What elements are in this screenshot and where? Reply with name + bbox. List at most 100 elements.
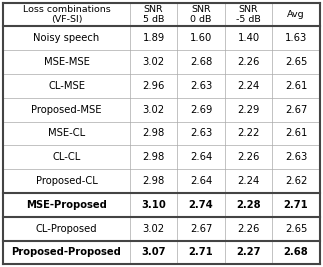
Bar [177,98,225,121]
Bar [130,193,177,217]
Text: 2.71: 2.71 [284,200,308,210]
Text: SNR
-5 dB: SNR -5 dB [236,5,261,24]
Text: 2.26: 2.26 [237,57,260,67]
Text: 2.63: 2.63 [190,128,212,139]
Bar [3,193,130,217]
Text: Proposed-Proposed: Proposed-Proposed [12,248,121,257]
Bar [130,146,177,169]
Text: 3.02: 3.02 [142,224,165,234]
Bar [272,241,320,264]
Bar [3,146,130,169]
Bar [3,74,130,98]
Text: 2.64: 2.64 [190,152,212,162]
Text: 2.64: 2.64 [190,176,212,186]
Text: 3.10: 3.10 [141,200,166,210]
Bar [177,169,225,193]
Bar [130,3,177,26]
Bar [225,146,272,169]
Bar [225,98,272,121]
Bar [272,26,320,50]
Bar [225,217,272,241]
Bar [3,121,130,146]
Bar [272,50,320,74]
Text: Avg: Avg [287,10,305,19]
Bar [130,50,177,74]
Bar [130,217,177,241]
Bar [130,121,177,146]
Bar [177,74,225,98]
Text: 2.24: 2.24 [237,176,260,186]
Text: 1.60: 1.60 [190,33,212,43]
Text: MSE-Proposed: MSE-Proposed [26,200,107,210]
Bar [130,26,177,50]
Bar [225,241,272,264]
Text: 2.28: 2.28 [236,200,261,210]
Bar [3,169,130,193]
Text: 3.07: 3.07 [141,248,166,257]
Bar [225,26,272,50]
Text: 2.29: 2.29 [237,105,260,115]
Bar [225,169,272,193]
Text: 2.22: 2.22 [237,128,260,139]
Text: Loss combinations
(VF-SI): Loss combinations (VF-SI) [23,5,110,24]
Text: 2.26: 2.26 [237,152,260,162]
Text: 2.61: 2.61 [285,81,307,91]
Bar [272,217,320,241]
Bar [130,241,177,264]
Text: 2.67: 2.67 [285,105,307,115]
Text: 2.71: 2.71 [189,248,214,257]
Bar [130,98,177,121]
Bar [225,121,272,146]
Text: CL-Proposed: CL-Proposed [36,224,97,234]
Text: 2.65: 2.65 [285,57,307,67]
Bar [272,146,320,169]
Text: 2.98: 2.98 [142,152,165,162]
Bar [130,169,177,193]
Bar [225,3,272,26]
Bar [272,193,320,217]
Text: 2.98: 2.98 [142,176,165,186]
Text: 3.02: 3.02 [142,57,165,67]
Text: CL-CL: CL-CL [52,152,81,162]
Text: 2.98: 2.98 [142,128,165,139]
Text: CL-MSE: CL-MSE [48,81,85,91]
Bar [177,146,225,169]
Text: Proposed-CL: Proposed-CL [36,176,98,186]
Text: 2.68: 2.68 [190,57,212,67]
Text: MSE-MSE: MSE-MSE [44,57,89,67]
Text: Noisy speech: Noisy speech [33,33,100,43]
Text: 2.74: 2.74 [189,200,214,210]
Bar [225,50,272,74]
Text: 2.63: 2.63 [285,152,307,162]
Bar [177,193,225,217]
Bar [3,50,130,74]
Text: 2.24: 2.24 [237,81,260,91]
Bar [272,74,320,98]
Text: 2.27: 2.27 [236,248,261,257]
Text: 2.26: 2.26 [237,224,260,234]
Bar [3,98,130,121]
Text: 2.62: 2.62 [285,176,307,186]
Bar [177,121,225,146]
Text: 1.63: 1.63 [285,33,307,43]
Text: 2.63: 2.63 [190,81,212,91]
Text: SNR
5 dB: SNR 5 dB [143,5,164,24]
Text: 1.89: 1.89 [142,33,165,43]
Bar [3,241,130,264]
Bar [177,3,225,26]
Text: 2.61: 2.61 [285,128,307,139]
Bar [272,3,320,26]
Bar [272,98,320,121]
Text: 1.40: 1.40 [237,33,260,43]
Bar [272,169,320,193]
Text: SNR
0 dB: SNR 0 dB [190,5,212,24]
Text: 2.68: 2.68 [284,248,308,257]
Text: 2.96: 2.96 [142,81,165,91]
Bar [130,74,177,98]
Bar [3,217,130,241]
Bar [272,121,320,146]
Text: 3.02: 3.02 [142,105,165,115]
Bar [225,193,272,217]
Text: Proposed-MSE: Proposed-MSE [31,105,102,115]
Bar [177,50,225,74]
